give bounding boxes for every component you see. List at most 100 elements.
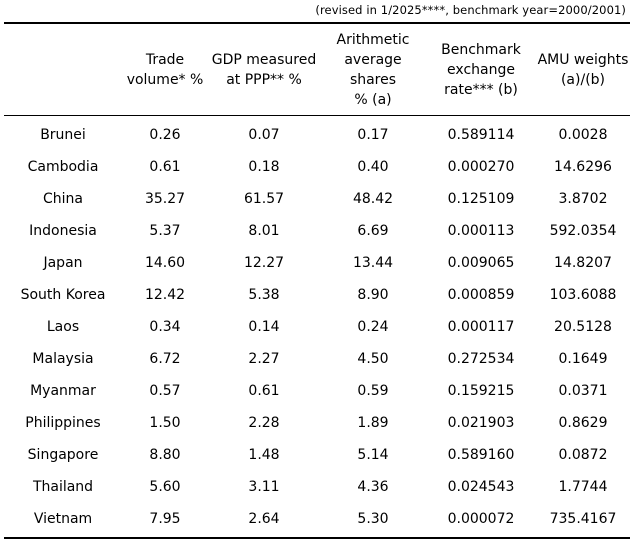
cell-country: Singapore — [27, 447, 99, 463]
cell-trade-volume: 7.95 — [149, 511, 181, 527]
cell-gdp-ppp: 0.18 — [248, 159, 280, 175]
cell-arithmetic-average: 4.36 — [357, 479, 389, 495]
cell-arithmetic-average: 4.50 — [357, 351, 389, 367]
cell-gdp-ppp: 3.11 — [248, 479, 280, 495]
table-row: Brunei 0.26 0.07 0.17 0.589114 0.0028 — [4, 119, 630, 151]
cell-amu-weight: 0.8629 — [558, 415, 608, 431]
table-row: Philippines 1.50 2.28 1.89 0.021903 0.8629 — [4, 407, 630, 439]
cell-amu-weight: 735.4167 — [549, 511, 617, 527]
cell-country: Brunei — [40, 127, 86, 143]
header-gdp-ppp: GDP measured at PPP** % — [211, 51, 317, 88]
table-header-row: Trade volume* % GDP measured at PPP** % … — [4, 24, 630, 116]
cell-arithmetic-average: 8.90 — [357, 287, 389, 303]
cell-trade-volume: 0.61 — [149, 159, 181, 175]
cell-gdp-ppp: 5.38 — [248, 287, 280, 303]
cell-country: Malaysia — [32, 351, 94, 367]
cell-gdp-ppp: 2.27 — [248, 351, 280, 367]
cell-benchmark-rate: 0.021903 — [447, 415, 515, 431]
cell-gdp-ppp: 2.28 — [248, 415, 280, 431]
cell-amu-weight: 14.8207 — [554, 255, 612, 271]
header-trade-volume: Trade volume* % — [126, 51, 204, 88]
table-row: Myanmar 0.57 0.61 0.59 0.159215 0.0371 — [4, 375, 630, 407]
table-row: South Korea 12.42 5.38 8.90 0.000859 103.6088 — [4, 279, 630, 311]
cell-amu-weight: 103.6088 — [549, 287, 617, 303]
cell-country: China — [43, 191, 83, 207]
cell-arithmetic-average: 0.59 — [357, 383, 389, 399]
cell-amu-weight: 0.1649 — [558, 351, 608, 367]
cell-gdp-ppp: 0.61 — [248, 383, 280, 399]
cell-benchmark-rate: 0.024543 — [447, 479, 515, 495]
cell-gdp-ppp: 0.07 — [248, 127, 280, 143]
cell-amu-weight: 0.0371 — [558, 383, 608, 399]
cell-gdp-ppp: 12.27 — [243, 255, 285, 271]
header-benchmark-rate: Benchmark exchange rate*** (b) — [441, 41, 521, 98]
table-row: Laos 0.34 0.14 0.24 0.000117 20.5128 — [4, 311, 630, 343]
cell-benchmark-rate: 0.000113 — [447, 223, 515, 239]
table-row: Thailand 5.60 3.11 4.36 0.024543 1.7744 — [4, 471, 630, 503]
table-row: Cambodia 0.61 0.18 0.40 0.000270 14.6296 — [4, 151, 630, 183]
cell-gdp-ppp: 8.01 — [248, 223, 280, 239]
cell-country: Cambodia — [27, 159, 99, 175]
cell-benchmark-rate: 0.589114 — [447, 127, 515, 143]
cell-gdp-ppp: 1.48 — [248, 447, 280, 463]
cell-amu-weight: 20.5128 — [554, 319, 612, 335]
cell-country: Thailand — [32, 479, 94, 495]
cell-arithmetic-average: 5.30 — [357, 511, 389, 527]
cell-trade-volume: 14.60 — [144, 255, 186, 271]
table-body: Brunei 0.26 0.07 0.17 0.589114 0.0028 Cambodia… — [4, 116, 630, 537]
cell-country: Philippines — [25, 415, 101, 431]
cell-amu-weight: 14.6296 — [554, 159, 612, 175]
cell-trade-volume: 5.60 — [149, 479, 181, 495]
cell-amu-weight: 0.0028 — [558, 127, 608, 143]
revision-note: (revised in 1/2025****, benchmark year=2… — [315, 3, 626, 17]
cell-arithmetic-average: 0.24 — [357, 319, 389, 335]
cell-arithmetic-average: 13.44 — [352, 255, 394, 271]
cell-amu-weight: 592.0354 — [549, 223, 617, 239]
cell-arithmetic-average: 5.14 — [357, 447, 389, 463]
cell-trade-volume: 1.50 — [149, 415, 181, 431]
cell-amu-weight: 1.7744 — [558, 479, 608, 495]
amu-weights-table: Trade volume* % GDP measured at PPP** % … — [4, 22, 630, 539]
cell-country: South Korea — [20, 287, 106, 303]
cell-trade-volume: 35.27 — [144, 191, 186, 207]
cell-arithmetic-average: 48.42 — [352, 191, 394, 207]
cell-amu-weight: 3.8702 — [558, 191, 608, 207]
cell-arithmetic-average: 6.69 — [357, 223, 389, 239]
cell-benchmark-rate: 0.159215 — [447, 383, 515, 399]
table-row: Indonesia 5.37 8.01 6.69 0.000113 592.0354 — [4, 215, 630, 247]
cell-benchmark-rate: 0.589160 — [447, 447, 515, 463]
table-row: Singapore 8.80 1.48 5.14 0.589160 0.0872 — [4, 439, 630, 471]
cell-country: Japan — [43, 255, 83, 271]
table-row: Japan 14.60 12.27 13.44 0.009065 14.8207 — [4, 247, 630, 279]
cell-benchmark-rate: 0.000270 — [447, 159, 515, 175]
cell-trade-volume: 5.37 — [149, 223, 181, 239]
table-row: Malaysia 6.72 2.27 4.50 0.272534 0.1649 — [4, 343, 630, 375]
cell-benchmark-rate: 0.272534 — [447, 351, 515, 367]
cell-trade-volume: 8.80 — [149, 447, 181, 463]
cell-country: Myanmar — [30, 383, 96, 399]
cell-gdp-ppp: 2.64 — [248, 511, 280, 527]
header-amu-weights: AMU weights (a)/(b) — [537, 51, 629, 88]
cell-gdp-ppp: 0.14 — [248, 319, 280, 335]
cell-country: Laos — [46, 319, 80, 335]
cell-trade-volume: 12.42 — [144, 287, 186, 303]
cell-trade-volume: 0.26 — [149, 127, 181, 143]
cell-benchmark-rate: 0.000859 — [447, 287, 515, 303]
cell-arithmetic-average: 0.40 — [357, 159, 389, 175]
cell-country: Vietnam — [33, 511, 93, 527]
cell-benchmark-rate: 0.000072 — [447, 511, 515, 527]
cell-trade-volume: 6.72 — [149, 351, 181, 367]
table-row: China 35.27 61.57 48.42 0.125109 3.8702 — [4, 183, 630, 215]
header-country — [4, 24, 122, 115]
cell-arithmetic-average: 0.17 — [357, 127, 389, 143]
header-arithmetic-average: Arithmetic average shares % (a) — [336, 31, 410, 108]
cell-benchmark-rate: 0.009065 — [447, 255, 515, 271]
cell-benchmark-rate: 0.000117 — [447, 319, 515, 335]
cell-trade-volume: 0.34 — [149, 319, 181, 335]
cell-arithmetic-average: 1.89 — [357, 415, 389, 431]
cell-country: Indonesia — [29, 223, 97, 239]
cell-gdp-ppp: 61.57 — [243, 191, 285, 207]
table-row: Vietnam 7.95 2.64 5.30 0.000072 735.4167 — [4, 503, 630, 535]
cell-benchmark-rate: 0.125109 — [447, 191, 515, 207]
cell-amu-weight: 0.0872 — [558, 447, 608, 463]
